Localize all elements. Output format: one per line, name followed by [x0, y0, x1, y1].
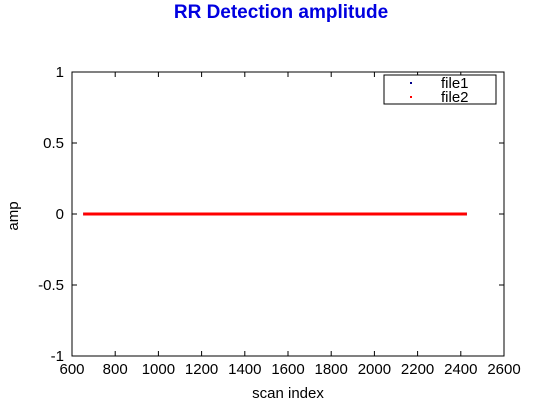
legend-label-file1: file1 — [441, 75, 469, 92]
x-tick-label: 2200 — [401, 361, 434, 378]
x-tick-label: 1000 — [142, 361, 175, 378]
y-tick-label: -0.5 — [38, 277, 64, 294]
axis-ticks: 600 800 1000 1200 1400 1600 1800 2000 2200 2400 26… — [38, 64, 521, 378]
x-tick-label: 2400 — [444, 361, 477, 378]
y-tick-label: 1 — [56, 64, 64, 81]
y-tick-label: 0.5 — [43, 135, 64, 152]
legend-item-file2: file2 — [410, 89, 469, 106]
legend-box — [383, 74, 497, 105]
y-tick-label: -1 — [51, 348, 64, 365]
x-tick-label: 1400 — [228, 361, 261, 378]
x-tick-label: 1200 — [185, 361, 218, 378]
chart-title: RR Detection amplitude — [174, 2, 388, 23]
x-tick-label: 1800 — [315, 361, 348, 378]
y-tick-label: 0 — [56, 206, 64, 223]
x-tick-label: 800 — [103, 361, 128, 378]
y-axis-label: amp — [5, 201, 22, 230]
x-tick-label: 2600 — [487, 361, 520, 378]
x-axis-label: scan index — [252, 385, 324, 402]
x-tick-label: 2000 — [358, 361, 391, 378]
legend-item-file1: file1 — [410, 75, 469, 92]
x-tick-label: 600 — [59, 361, 84, 378]
legend-marker-file2 — [410, 96, 412, 98]
legend-marker-file1 — [410, 82, 412, 84]
x-tick-label: 1600 — [271, 361, 304, 378]
legend-label-file2: file2 — [441, 89, 469, 106]
